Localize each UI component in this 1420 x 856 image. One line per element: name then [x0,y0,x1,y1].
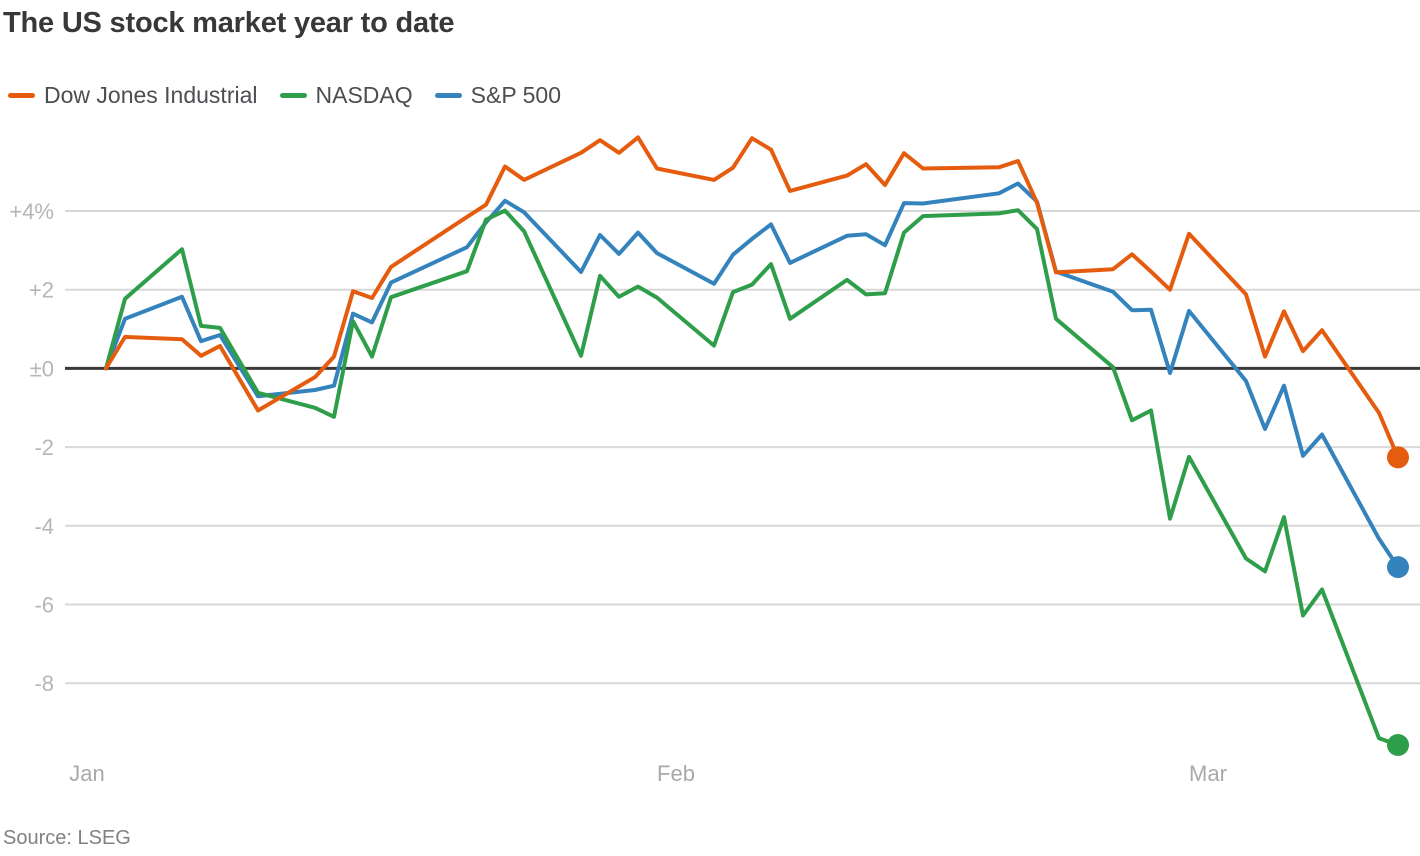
y-axis-label: +4% [9,199,54,224]
legend-item-nasdaq: NASDAQ [279,82,413,109]
legend-label-sp500: S&P 500 [470,82,562,108]
series-end-dot-s-p-500 [1387,556,1409,579]
x-axis-label-mar: Mar [1189,761,1227,786]
series-line-dow-jones-industrial [104,135,1400,460]
y-axis-label: -2 [34,435,54,460]
x-axis-label-feb: Feb [657,761,695,786]
y-axis-label: -4 [34,514,54,539]
page-title: The US stock market year to date [3,7,455,39]
series-line-s-p-500 [104,181,1400,570]
legend-item-dow-jones: Dow Jones Industrial [8,82,258,109]
y-axis-label: ±0 [30,356,54,381]
y-axis-label: -8 [34,671,54,696]
x-axis-label-jan: Jan [69,761,104,786]
source-note: Source: LSEG [3,827,131,849]
nasdaq-swatch-icon [279,93,307,98]
legend-label-dow-jones: Dow Jones Industrial [44,82,258,108]
legend: Dow Jones Industrial NASDAQ S&P 500 [8,82,561,109]
legend-item-sp500: S&P 500 [434,82,562,109]
y-axis-label: -6 [34,593,54,618]
y-axis-label: +2 [29,278,54,303]
series-end-dot-nasdaq [1387,733,1409,756]
dow-jones-swatch-icon [8,93,35,98]
series-end-dot-dow-jones-industrial [1387,446,1409,469]
legend-label-nasdaq: NASDAQ [315,82,413,108]
sp500-swatch-icon [434,93,462,98]
series-line-nasdaq [104,208,1400,747]
